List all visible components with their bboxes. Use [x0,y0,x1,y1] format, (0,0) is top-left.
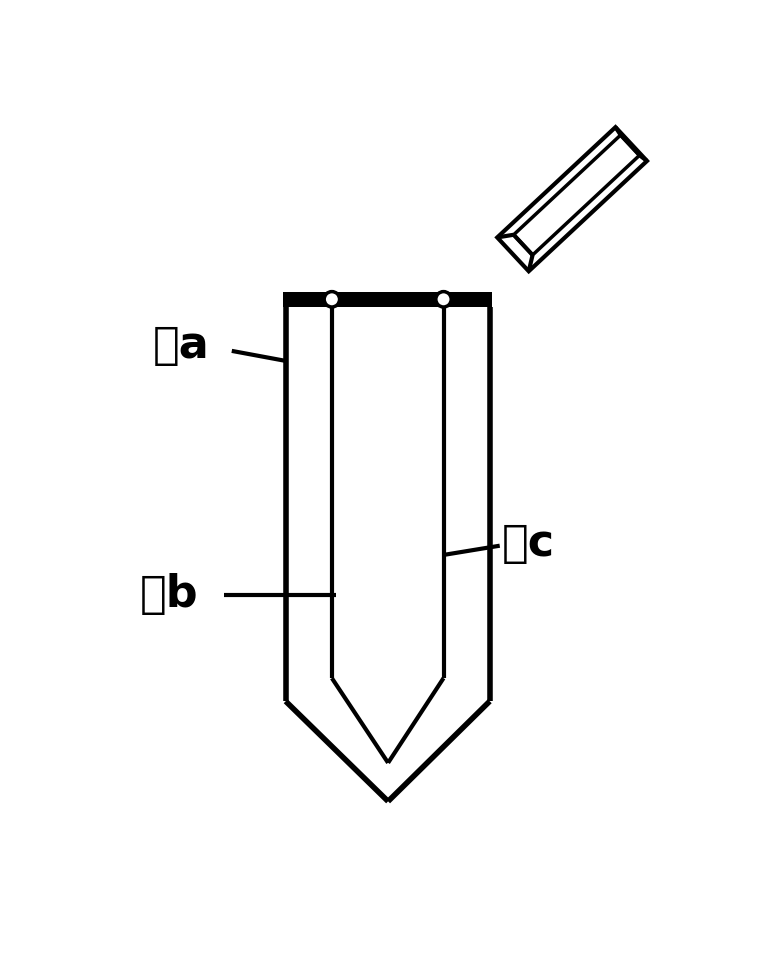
Circle shape [324,292,339,307]
Bar [283,292,492,307]
Text: 室a: 室a [152,324,209,367]
Text: 室b: 室b [139,573,198,617]
Polygon shape [514,135,639,255]
Circle shape [436,292,451,307]
Text: 室c: 室c [501,522,555,565]
